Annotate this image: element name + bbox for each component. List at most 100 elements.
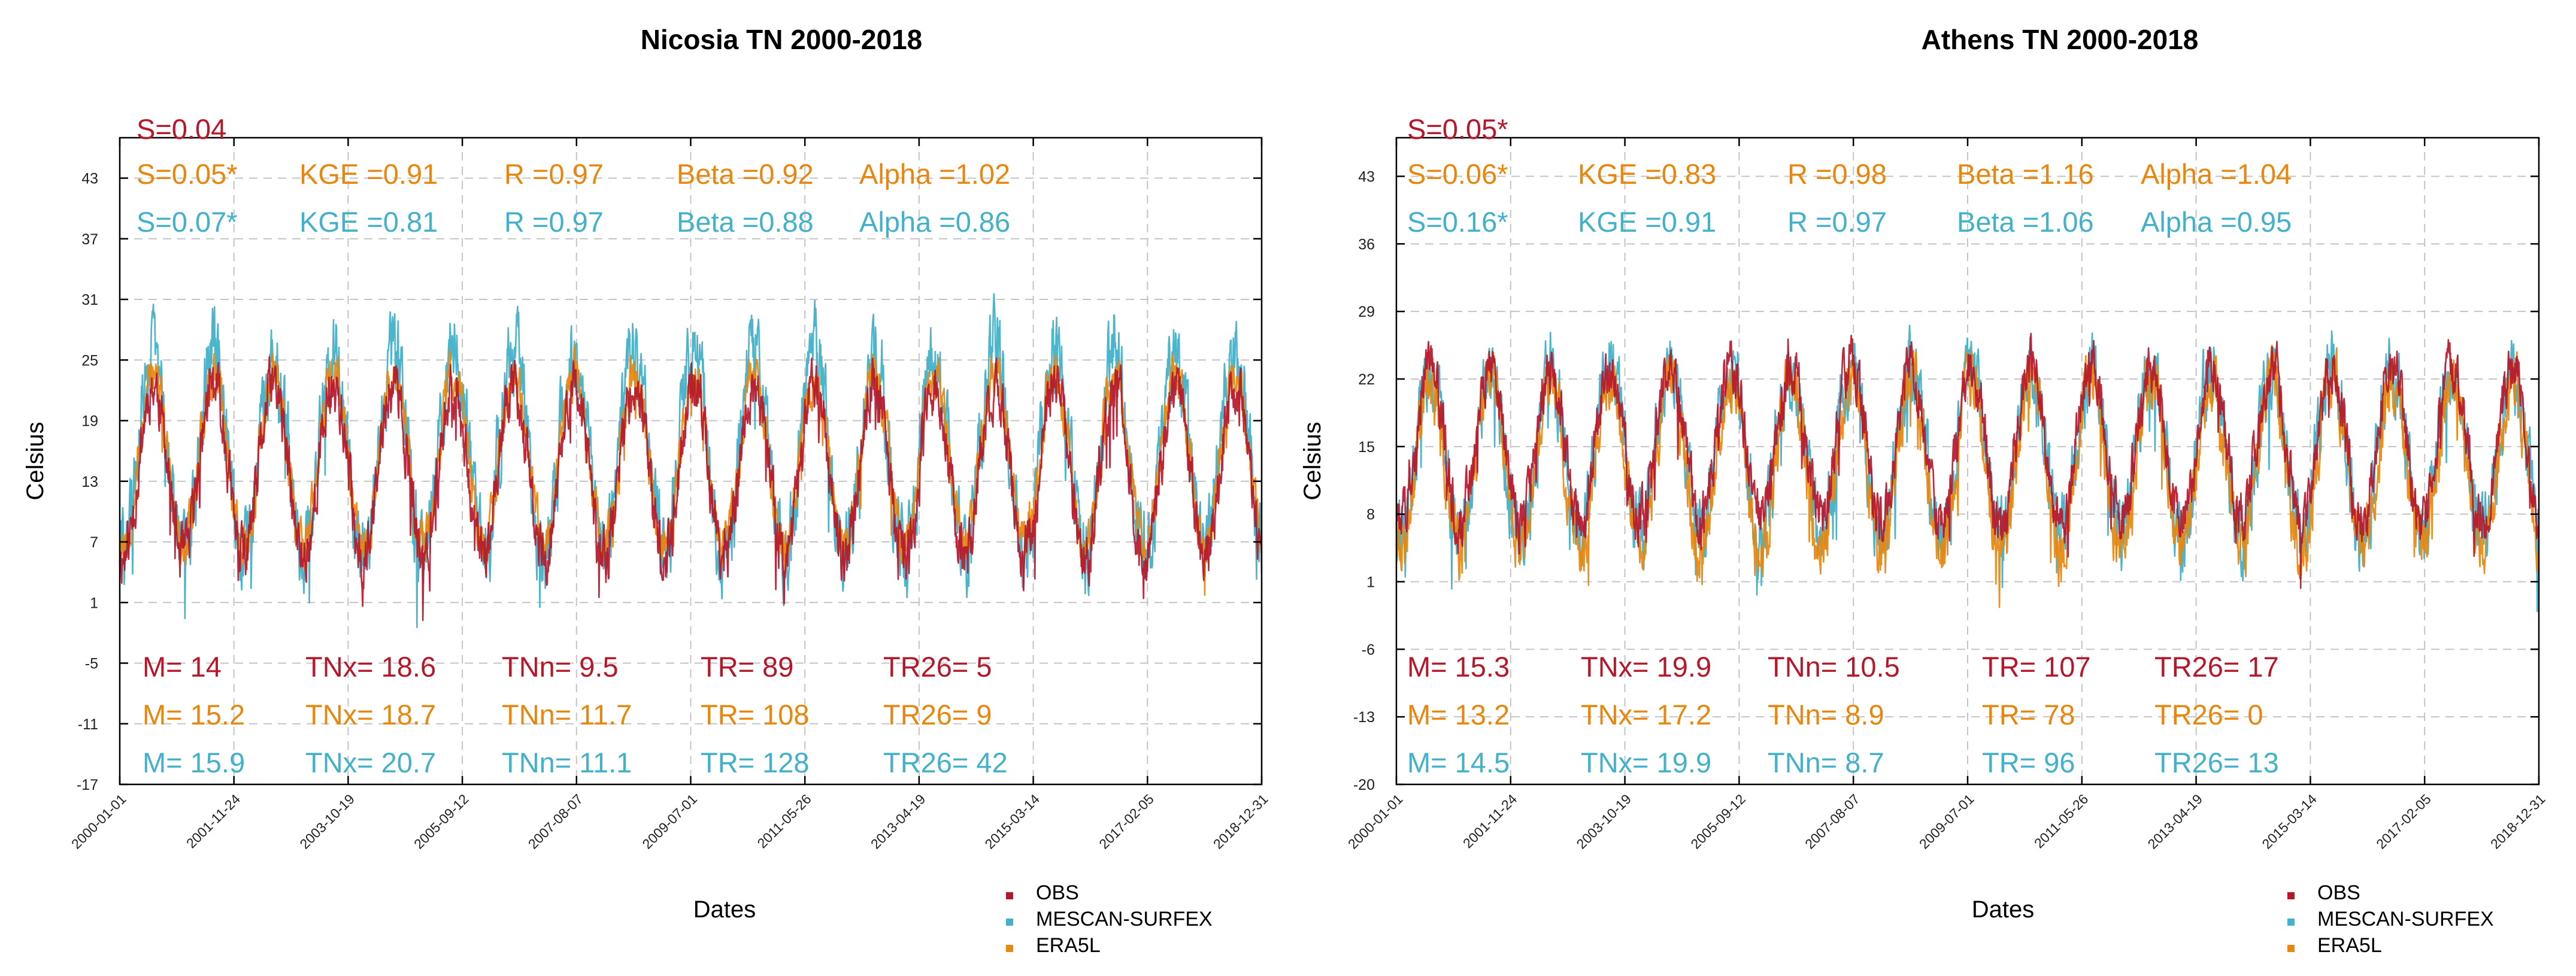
legend-label: OBS xyxy=(2317,881,2360,904)
x-tick-label: 2005-09-12 xyxy=(411,791,472,852)
legend-swatch xyxy=(2287,892,2295,899)
stat-bottom: TNx= 18.6 xyxy=(305,651,436,683)
y-tick-label: 1 xyxy=(1366,574,1375,590)
stat-bottom: TR26= 42 xyxy=(883,747,1008,778)
stat-top: S=0.05* xyxy=(1407,113,1508,145)
y-tick-label: 22 xyxy=(1358,371,1375,388)
y-tick-label: 15 xyxy=(1358,439,1375,456)
x-tick-label: 2007-08-07 xyxy=(1802,791,1863,852)
x-tick-label: 2003-10-19 xyxy=(296,791,357,852)
stat-bottom: M= 13.2 xyxy=(1407,699,1510,731)
y-tick-label: 43 xyxy=(81,171,98,187)
x-tick-label: 2003-10-19 xyxy=(1574,791,1635,852)
stat-top: Beta =1.06 xyxy=(1957,206,2094,238)
y-tick-label: -17 xyxy=(77,777,98,793)
stat-bottom: TNn= 9.5 xyxy=(502,651,619,683)
y-tick-label: 43 xyxy=(1358,168,1375,185)
stat-top: KGE =0.91 xyxy=(1578,206,1716,238)
x-tick-label: 2000-01-01 xyxy=(68,791,129,852)
stat-bottom: TR26= 9 xyxy=(883,699,992,731)
x-tick-label: 2017-02-05 xyxy=(1096,791,1157,852)
chart-title: Nicosia TN 2000-2018 xyxy=(641,24,923,55)
legend-label: ERA5L xyxy=(1036,934,1101,957)
stat-bottom: TNn= 11.1 xyxy=(502,747,632,778)
stat-bottom: TNn= 11.7 xyxy=(502,699,632,731)
stat-top: R =0.97 xyxy=(504,206,604,238)
legend-label: OBS xyxy=(1036,881,1079,904)
x-tick-label: 2011-05-26 xyxy=(754,791,814,851)
x-tick-label: 2015-03-14 xyxy=(982,791,1043,852)
stat-bottom: TR= 107 xyxy=(1982,651,2091,683)
stat-top: S=0.06* xyxy=(1407,158,1508,190)
y-tick-label: 36 xyxy=(1358,236,1375,253)
stat-top: KGE =0.81 xyxy=(299,206,438,238)
chart-title: Athens TN 2000-2018 xyxy=(1922,24,2199,55)
stat-bottom: TNx= 19.9 xyxy=(1581,747,1711,778)
y-tick-label: -20 xyxy=(1353,777,1375,793)
legend-swatch xyxy=(2287,945,2295,952)
x-tick-label: 2018-12-31 xyxy=(2487,791,2548,852)
stat-bottom: TNn= 8.9 xyxy=(1768,699,1884,731)
stat-bottom: TR= 108 xyxy=(701,699,810,731)
chart-panel-2: Athens TN 2000-2018433629221581-6-13-202… xyxy=(1299,24,2548,957)
stat-bottom: M= 14.5 xyxy=(1407,747,1510,778)
stat-top: R =0.97 xyxy=(504,158,604,190)
stat-bottom: TR26= 0 xyxy=(2154,699,2263,731)
x-tick-label: 2018-12-31 xyxy=(1210,791,1271,852)
y-tick-label: 31 xyxy=(81,292,98,308)
stat-top: S=0.04 xyxy=(137,113,226,145)
stat-top: S=0.05* xyxy=(137,158,238,190)
y-tick-label: 29 xyxy=(1358,304,1375,320)
stat-bottom: M= 15.2 xyxy=(143,699,245,731)
x-tick-label: 2013-04-19 xyxy=(2145,791,2206,852)
y-tick-label: 8 xyxy=(1366,507,1375,523)
stat-top: S=0.16* xyxy=(1407,206,1508,238)
x-tick-label: 2001-11-24 xyxy=(183,791,244,851)
stat-bottom: TR= 89 xyxy=(701,651,793,683)
stat-top: Alpha =1.04 xyxy=(2141,158,2292,190)
stat-bottom: TR26= 13 xyxy=(2154,747,2279,778)
stat-bottom: TNn= 8.7 xyxy=(1768,747,1884,778)
stat-bottom: TNx= 20.7 xyxy=(305,747,436,778)
x-tick-label: 2011-05-26 xyxy=(2031,791,2091,851)
stat-top: Alpha =0.95 xyxy=(2141,206,2292,238)
series-obs xyxy=(119,356,1262,622)
x-tick-label: 2000-01-01 xyxy=(1345,791,1406,852)
stat-top: Alpha =0.86 xyxy=(859,206,1010,238)
y-tick-label: -11 xyxy=(78,716,98,733)
stat-bottom: TR26= 17 xyxy=(2154,651,2279,683)
series-obs xyxy=(1395,332,2539,589)
legend-label: MESCAN-SURFEX xyxy=(2317,908,2494,930)
legend-swatch xyxy=(2287,919,2295,926)
stat-top: Alpha =1.02 xyxy=(859,158,1010,190)
y-tick-label: 19 xyxy=(81,413,98,430)
legend-swatch xyxy=(1006,892,1013,899)
x-tick-label: 2017-02-05 xyxy=(2373,791,2434,852)
y-tick-label: -5 xyxy=(85,656,98,672)
legend: OBS MESCAN-SURFEX ERA5L xyxy=(2287,881,2494,957)
x-tick-label: 2001-11-24 xyxy=(1460,791,1520,851)
stat-bottom: TNx= 19.9 xyxy=(1581,651,1711,683)
x-tick-label: 2013-04-19 xyxy=(868,791,929,852)
y-tick-label: 25 xyxy=(81,352,98,369)
stat-top: Beta =0.88 xyxy=(677,206,814,238)
stat-bottom: M= 15.9 xyxy=(143,747,245,778)
y-tick-label: -13 xyxy=(1353,709,1375,726)
x-tick-label: 2007-08-07 xyxy=(525,791,586,852)
legend-swatch xyxy=(1006,945,1013,952)
stat-bottom: TR= 96 xyxy=(1982,747,2075,778)
x-tick-label: 2009-07-01 xyxy=(1916,791,1977,852)
y-tick-label: 7 xyxy=(90,534,98,551)
stat-top: Beta =1.16 xyxy=(1957,158,2094,190)
y-axis-label: Celsius xyxy=(22,422,49,500)
legend-swatch xyxy=(1006,919,1013,926)
y-tick-label: -6 xyxy=(1362,641,1375,658)
x-axis-label: Dates xyxy=(1972,896,2035,923)
stat-bottom: TNx= 17.2 xyxy=(1581,699,1711,731)
y-tick-label: 37 xyxy=(81,231,98,248)
legend-label: ERA5L xyxy=(2317,934,2382,957)
stat-top: S=0.07* xyxy=(137,206,238,238)
x-axis-label: Dates xyxy=(693,896,756,923)
stat-bottom: M= 14 xyxy=(143,651,222,683)
